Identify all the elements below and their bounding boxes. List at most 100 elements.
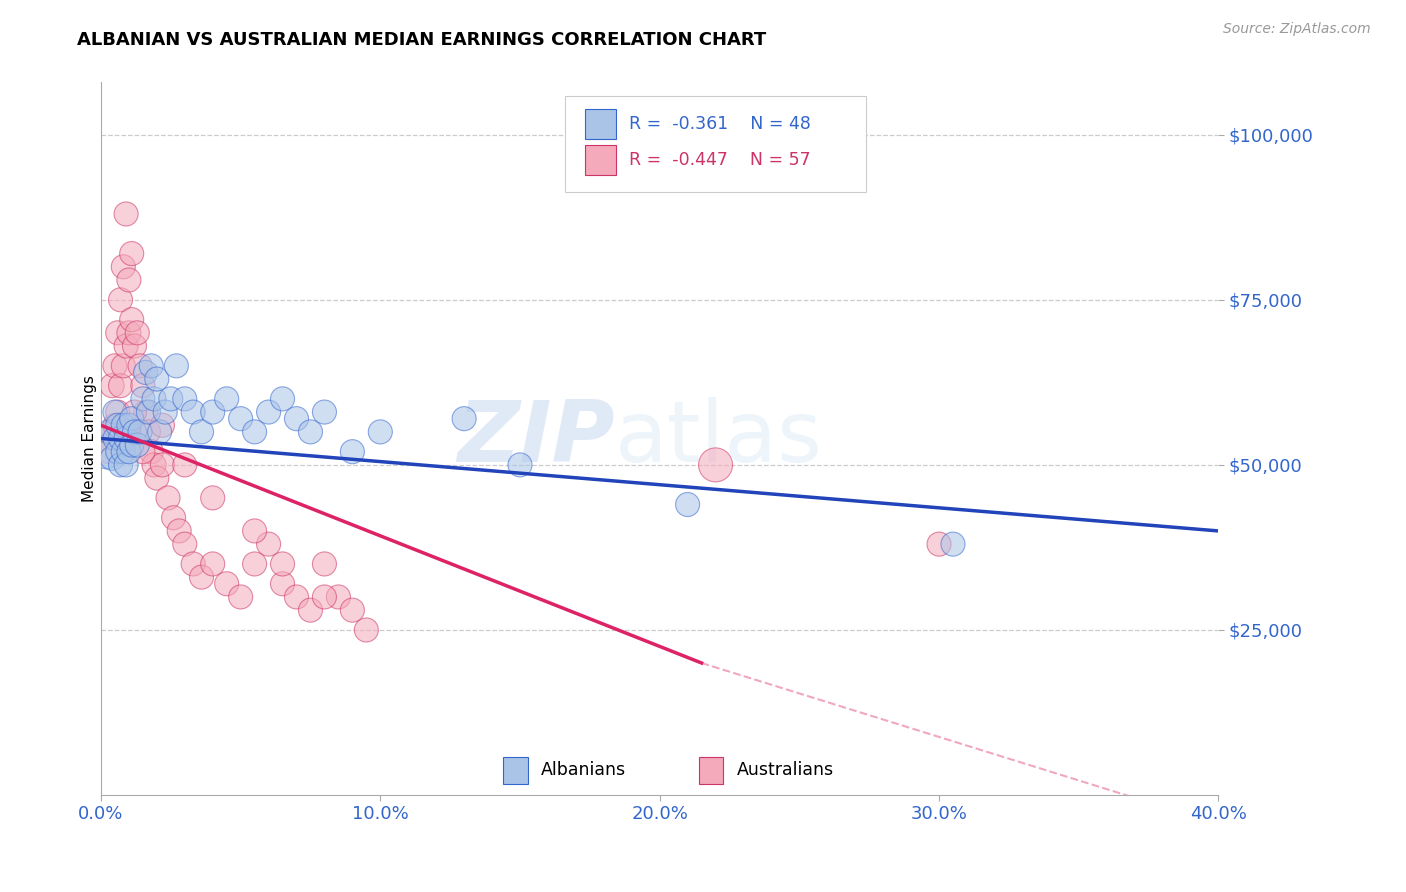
Bar — [585, 145, 616, 175]
Point — [167, 524, 190, 538]
Point — [156, 491, 179, 505]
Point — [243, 557, 266, 571]
Point — [285, 590, 308, 604]
Point — [104, 418, 127, 433]
Point — [118, 444, 141, 458]
Point — [112, 444, 135, 458]
Point — [704, 458, 727, 472]
Point — [146, 471, 169, 485]
Point — [229, 590, 252, 604]
Text: ZIP: ZIP — [457, 397, 614, 480]
Point — [159, 392, 181, 406]
Point — [121, 312, 143, 326]
Point — [342, 444, 364, 458]
Point — [215, 576, 238, 591]
Point — [285, 411, 308, 425]
Point — [107, 444, 129, 458]
Point — [107, 418, 129, 433]
Point — [165, 359, 187, 373]
Text: Australians: Australians — [737, 761, 834, 779]
Point — [132, 378, 155, 392]
Point — [453, 411, 475, 425]
Point — [107, 405, 129, 419]
Point — [299, 425, 322, 439]
Point — [110, 378, 132, 392]
Point — [190, 425, 212, 439]
Point — [257, 405, 280, 419]
Text: R =  -0.361    N = 48: R = -0.361 N = 48 — [630, 115, 811, 133]
Point — [118, 326, 141, 340]
Y-axis label: Median Earnings: Median Earnings — [83, 375, 97, 502]
Point — [314, 590, 336, 604]
Point — [138, 425, 160, 439]
Point — [143, 458, 166, 472]
Bar — [699, 756, 723, 784]
Point — [201, 405, 224, 419]
Text: ALBANIAN VS AUSTRALIAN MEDIAN EARNINGS CORRELATION CHART: ALBANIAN VS AUSTRALIAN MEDIAN EARNINGS C… — [77, 31, 766, 49]
Point — [141, 444, 163, 458]
Point — [942, 537, 965, 551]
Point — [314, 557, 336, 571]
Point — [121, 246, 143, 260]
Point — [928, 537, 950, 551]
Point — [115, 458, 138, 472]
Point — [146, 372, 169, 386]
Point — [356, 623, 378, 637]
Point — [124, 425, 146, 439]
Point — [112, 260, 135, 274]
Point — [173, 458, 195, 472]
Point — [115, 432, 138, 446]
Point — [509, 458, 531, 472]
Point — [181, 405, 204, 419]
Point — [314, 405, 336, 419]
Text: Albanians: Albanians — [541, 761, 626, 779]
Point — [135, 405, 157, 419]
Point — [115, 207, 138, 221]
Point — [124, 405, 146, 419]
Point — [243, 425, 266, 439]
Point — [104, 359, 127, 373]
Bar — [585, 109, 616, 139]
Text: atlas: atlas — [614, 397, 823, 480]
Point — [132, 444, 155, 458]
Point — [118, 273, 141, 287]
Point — [104, 432, 127, 446]
Point — [115, 339, 138, 353]
Point — [257, 537, 280, 551]
Point — [271, 576, 294, 591]
Bar — [503, 756, 527, 784]
Point — [342, 603, 364, 617]
Point — [110, 458, 132, 472]
Point — [110, 293, 132, 307]
Point — [152, 418, 174, 433]
Point — [101, 451, 124, 466]
Point — [201, 491, 224, 505]
Point — [141, 359, 163, 373]
Point — [110, 432, 132, 446]
Point — [112, 359, 135, 373]
Point — [201, 557, 224, 571]
Point — [96, 444, 118, 458]
Point — [107, 326, 129, 340]
Point — [162, 510, 184, 524]
Point — [129, 359, 152, 373]
Point — [127, 326, 149, 340]
Point — [118, 418, 141, 433]
Point — [101, 425, 124, 439]
Point — [152, 458, 174, 472]
Point — [98, 425, 121, 439]
Point — [124, 339, 146, 353]
Point — [155, 405, 177, 419]
Point — [112, 418, 135, 433]
Point — [121, 438, 143, 452]
Point — [271, 392, 294, 406]
Point — [127, 438, 149, 452]
Point — [104, 405, 127, 419]
FancyBboxPatch shape — [565, 96, 866, 193]
Point — [368, 425, 391, 439]
Point — [229, 411, 252, 425]
Point — [676, 498, 699, 512]
Point — [271, 557, 294, 571]
Point — [215, 392, 238, 406]
Point — [132, 392, 155, 406]
